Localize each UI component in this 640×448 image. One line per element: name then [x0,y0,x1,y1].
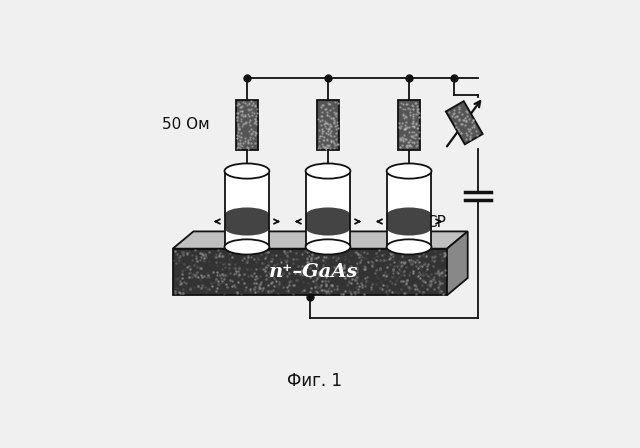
Ellipse shape [387,220,431,236]
Polygon shape [173,249,447,295]
Ellipse shape [225,207,269,223]
Bar [225,171,269,247]
Text: 50 Ом: 50 Ом [163,117,210,132]
Bar [305,215,351,228]
Ellipse shape [387,207,431,223]
Polygon shape [446,101,483,144]
Text: СР: СР [426,215,446,230]
Text: n⁺–GaAs: n⁺–GaAs [269,263,358,281]
Bar [317,100,339,151]
Ellipse shape [387,164,431,179]
Text: Фиг. 1: Фиг. 1 [287,372,342,391]
Ellipse shape [225,239,269,254]
Ellipse shape [225,220,269,236]
Ellipse shape [305,239,351,254]
Ellipse shape [305,220,351,236]
Bar [305,171,351,247]
Polygon shape [173,232,468,249]
Bar [236,100,258,151]
Ellipse shape [387,239,431,254]
Bar [387,171,431,247]
Polygon shape [447,232,468,295]
Bar [387,215,431,228]
Bar [225,215,269,228]
Ellipse shape [305,207,351,223]
Ellipse shape [305,164,351,179]
Ellipse shape [225,164,269,179]
Bar [398,100,420,151]
